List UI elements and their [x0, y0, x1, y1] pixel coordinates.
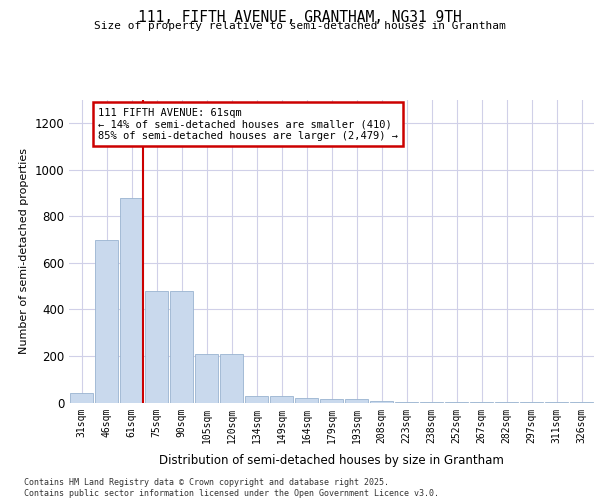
Text: Contains HM Land Registry data © Crown copyright and database right 2025.
Contai: Contains HM Land Registry data © Crown c… — [24, 478, 439, 498]
Bar — [120, 198, 143, 402]
Bar — [70, 393, 93, 402]
Text: Size of property relative to semi-detached houses in Grantham: Size of property relative to semi-detach… — [94, 21, 506, 31]
Bar — [270, 396, 293, 402]
Bar — [170, 291, 193, 403]
Bar — [345, 399, 368, 402]
Text: 111 FIFTH AVENUE: 61sqm
← 14% of semi-detached houses are smaller (410)
85% of s: 111 FIFTH AVENUE: 61sqm ← 14% of semi-de… — [98, 108, 398, 141]
X-axis label: Distribution of semi-detached houses by size in Grantham: Distribution of semi-detached houses by … — [159, 454, 504, 466]
Bar — [245, 396, 268, 402]
Bar — [320, 399, 343, 402]
Bar — [145, 291, 168, 403]
Bar — [220, 354, 243, 403]
Bar — [295, 398, 318, 402]
Y-axis label: Number of semi-detached properties: Number of semi-detached properties — [19, 148, 29, 354]
Bar — [195, 354, 218, 403]
Text: 111, FIFTH AVENUE, GRANTHAM, NG31 9TH: 111, FIFTH AVENUE, GRANTHAM, NG31 9TH — [138, 10, 462, 25]
Bar — [95, 240, 118, 402]
